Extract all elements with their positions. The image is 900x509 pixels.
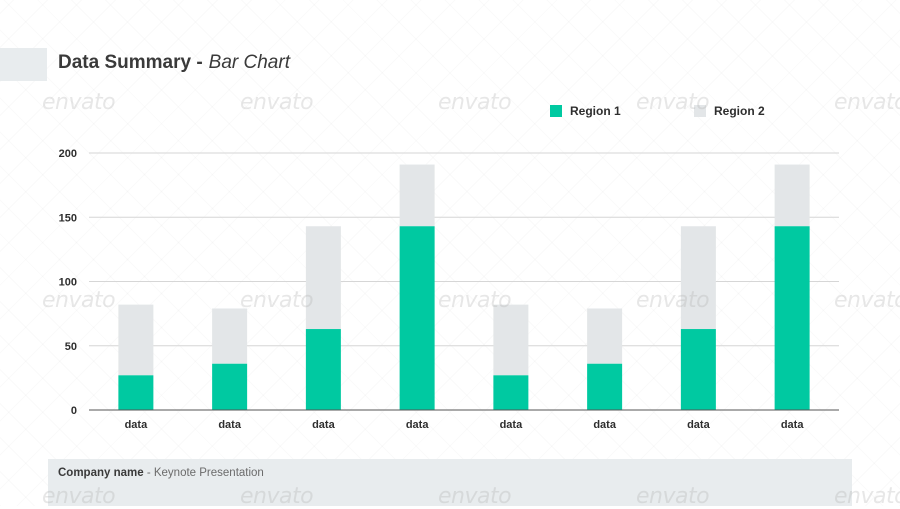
y-tick-label: 100 xyxy=(59,277,77,289)
bar-region-1 xyxy=(587,363,623,410)
legend-item-region-1: Region 1 xyxy=(550,104,621,118)
bar-region-2 xyxy=(399,164,435,227)
bar-region-2 xyxy=(212,308,248,364)
x-tick-label: data xyxy=(687,419,711,431)
y-tick-label: 150 xyxy=(59,212,77,224)
legend-label-region-1: Region 1 xyxy=(570,104,621,118)
bar-region-2 xyxy=(680,226,716,330)
legend-label-region-2: Region 2 xyxy=(714,104,765,118)
legend-item-region-2: Region 2 xyxy=(694,104,765,118)
x-tick-label: data xyxy=(406,419,430,431)
bar-region-1 xyxy=(399,226,435,410)
bar-region-2 xyxy=(305,226,341,330)
x-tick-label: data xyxy=(125,419,149,431)
legend-swatch-region-1 xyxy=(550,105,562,117)
bar-region-1 xyxy=(118,375,154,410)
footer-text: Company name - Keynote Presentation xyxy=(58,467,264,479)
page-title: Data Summary - Bar Chart xyxy=(58,52,290,78)
y-tick-label: 200 xyxy=(59,148,77,160)
x-tick-label: data xyxy=(500,419,524,431)
x-tick-label: data xyxy=(312,419,336,431)
bar-region-2 xyxy=(118,304,154,376)
bar-region-1 xyxy=(774,226,810,410)
page-subtitle: Bar Chart xyxy=(208,52,290,73)
bar-region-1 xyxy=(212,363,248,410)
bar-region-2 xyxy=(774,164,810,227)
bar-region-1 xyxy=(305,329,341,410)
x-tick-label: data xyxy=(593,419,617,431)
page-title-main: Data Summary - xyxy=(58,52,203,73)
y-tick-label: 50 xyxy=(65,341,77,353)
footer-subtitle: - Keynote Presentation xyxy=(143,467,264,479)
bar-region-2 xyxy=(587,308,623,364)
x-tick-label: data xyxy=(218,419,242,431)
footer-company-name: Company name xyxy=(58,467,144,479)
bar-region-2 xyxy=(493,304,529,376)
bar-region-1 xyxy=(680,329,716,410)
bar-region-1 xyxy=(493,375,529,410)
x-tick-label: data xyxy=(781,419,805,431)
title-accent-tab xyxy=(0,48,47,81)
y-tick-label: 0 xyxy=(71,405,77,417)
legend-swatch-region-2 xyxy=(694,105,706,117)
footer-bar: Company name - Keynote Presentation xyxy=(48,459,852,506)
